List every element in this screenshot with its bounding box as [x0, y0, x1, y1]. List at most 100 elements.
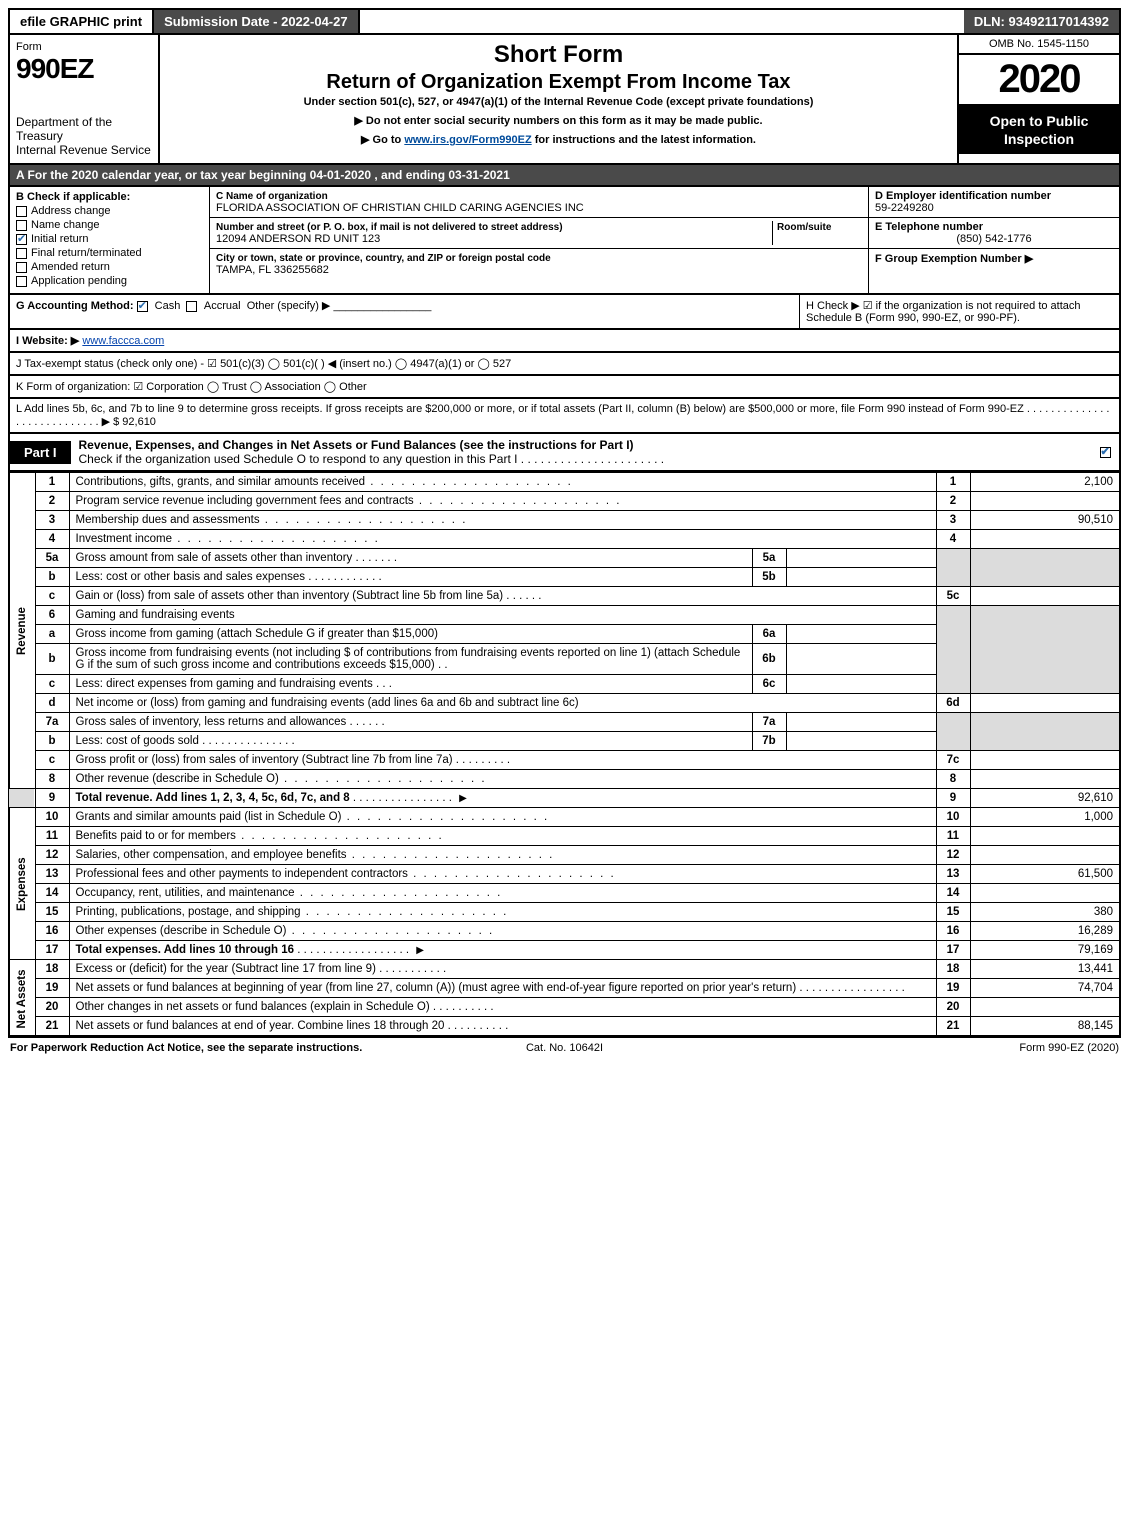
g-label: G Accounting Method: [16, 300, 134, 312]
line-17-amt: 79,169 [970, 941, 1120, 960]
line-13-desc: Professional fees and other payments to … [76, 868, 408, 880]
line-15-num: 15 [35, 903, 69, 922]
line-2-desc: Program service revenue including govern… [76, 495, 414, 507]
irs-link[interactable]: www.irs.gov/Form990EZ [404, 134, 531, 146]
check-accrual[interactable] [186, 301, 197, 312]
line-5a-num: 5a [35, 549, 69, 568]
website-link[interactable]: www.faccca.com [82, 335, 164, 347]
footer-right: Form 990-EZ (2020) [749, 1042, 1119, 1054]
line-4-desc: Investment income [76, 533, 173, 545]
check-cash[interactable] [137, 301, 148, 312]
row-h: H Check ▶ ☑ if the organization is not r… [799, 295, 1119, 328]
f-label: F Group Exemption Number ▶ [875, 253, 1033, 265]
dln-label: DLN: 93492117014392 [964, 10, 1119, 33]
line-4-col: 4 [936, 530, 970, 549]
row-j: J Tax-exempt status (check only one) - ☑… [8, 353, 1121, 376]
row-l-amount: 92,610 [122, 416, 156, 428]
e-label: E Telephone number [875, 221, 983, 233]
line-2-num: 2 [35, 492, 69, 511]
line-13-num: 13 [35, 865, 69, 884]
check-address-change-label: Address change [31, 205, 111, 217]
line-6d-amt [970, 694, 1120, 713]
goto-suffix: for instructions and the latest informat… [532, 134, 756, 146]
line-16-desc: Other expenses (describe in Schedule O) [76, 925, 287, 937]
dept-treasury: Department of the Treasury [16, 115, 152, 143]
line-14-col: 14 [936, 884, 970, 903]
line-4-num: 4 [35, 530, 69, 549]
line-16-num: 16 [35, 922, 69, 941]
line-5c-desc: Gain or (loss) from sale of assets other… [76, 590, 504, 602]
check-application-pending[interactable] [16, 276, 27, 287]
line-9-num: 9 [35, 789, 69, 808]
line-18-num: 18 [35, 960, 69, 979]
part1-title: Revenue, Expenses, and Changes in Net As… [79, 438, 634, 452]
org-name: FLORIDA ASSOCIATION OF CHRISTIAN CHILD C… [216, 202, 584, 214]
line-1-num: 1 [35, 473, 69, 492]
line-8-amt [970, 770, 1120, 789]
check-address-change[interactable] [16, 206, 27, 217]
line-3-num: 3 [35, 511, 69, 530]
line-7c-num: c [35, 751, 69, 770]
efile-tab[interactable]: efile GRAPHIC print [10, 10, 154, 33]
ein: 59-2249280 [875, 202, 934, 214]
line-5b-num: b [35, 568, 69, 587]
submission-date-tab: Submission Date - 2022-04-27 [154, 10, 360, 33]
org-city: TAMPA, FL 336255682 [216, 264, 329, 276]
line-8-desc: Other revenue (describe in Schedule O) [76, 773, 279, 785]
line-6a-num: a [35, 625, 69, 644]
line-9-col: 9 [936, 789, 970, 808]
line-7b-num: b [35, 732, 69, 751]
open-to-public: Open to Public Inspection [959, 106, 1119, 154]
line-16-col: 16 [936, 922, 970, 941]
line-3-amt: 90,510 [970, 511, 1120, 530]
line-15-desc: Printing, publications, postage, and shi… [76, 906, 301, 918]
line-18-amt: 13,441 [970, 960, 1120, 979]
omb-number: OMB No. 1545-1150 [959, 35, 1119, 55]
line-6d-desc: Net income or (loss) from gaming and fun… [76, 697, 579, 709]
line-11-num: 11 [35, 827, 69, 846]
page-footer: For Paperwork Reduction Act Notice, see … [8, 1037, 1121, 1058]
org-address: 12094 ANDERSON RD UNIT 123 [216, 233, 380, 245]
check-amended-return-label: Amended return [31, 261, 110, 273]
line-14-desc: Occupancy, rent, utilities, and maintena… [76, 887, 295, 899]
check-application-pending-label: Application pending [31, 275, 127, 287]
check-name-change[interactable] [16, 220, 27, 231]
city-label: City or town, state or province, country… [216, 253, 551, 264]
netassets-side-label: Net Assets [9, 960, 35, 1037]
title-short-form: Short Form [168, 41, 949, 69]
row-l-text: L Add lines 5b, 6c, and 7b to line 9 to … [16, 403, 1109, 428]
line-4-amt [970, 530, 1120, 549]
line-7b-desc: Less: cost of goods sold [76, 735, 199, 747]
line-7c-desc: Gross profit or (loss) from sales of inv… [76, 754, 453, 766]
form-label: Form [16, 41, 152, 53]
line-6b-num: b [35, 644, 69, 675]
part1-table: Revenue 1 Contributions, gifts, grants, … [8, 472, 1121, 1037]
line-19-desc: Net assets or fund balances at beginning… [76, 982, 797, 994]
check-amended-return[interactable] [16, 262, 27, 273]
phone: (850) 542-1776 [875, 233, 1113, 245]
line-5b-desc: Less: cost or other basis and sales expe… [76, 571, 306, 583]
line-21-num: 21 [35, 1017, 69, 1037]
line-21-col: 21 [936, 1017, 970, 1037]
line-5a-desc: Gross amount from sale of assets other t… [76, 552, 353, 564]
accrual-label: Accrual [204, 300, 241, 312]
line-13-col: 13 [936, 865, 970, 884]
line-9-amt: 92,610 [970, 789, 1120, 808]
tax-year: 2020 [959, 55, 1119, 106]
line-10-col: 10 [936, 808, 970, 827]
line-11-col: 11 [936, 827, 970, 846]
line-15-col: 15 [936, 903, 970, 922]
part1-schedule-o-check[interactable] [1100, 447, 1111, 458]
check-initial-return[interactable] [16, 234, 27, 245]
line-6-num: 6 [35, 606, 69, 625]
line-5c-amt [970, 587, 1120, 606]
top-bar: efile GRAPHIC print Submission Date - 20… [8, 8, 1121, 35]
line-19-amt: 74,704 [970, 979, 1120, 998]
line-6b-desc: Gross income from fundraising events (no… [76, 647, 741, 671]
line-12-amt [970, 846, 1120, 865]
cash-label: Cash [155, 300, 181, 312]
check-name-change-label: Name change [31, 219, 100, 231]
check-final-return[interactable] [16, 248, 27, 259]
line-8-num: 8 [35, 770, 69, 789]
row-a-tax-year: A For the 2020 calendar year, or tax yea… [8, 165, 1121, 187]
